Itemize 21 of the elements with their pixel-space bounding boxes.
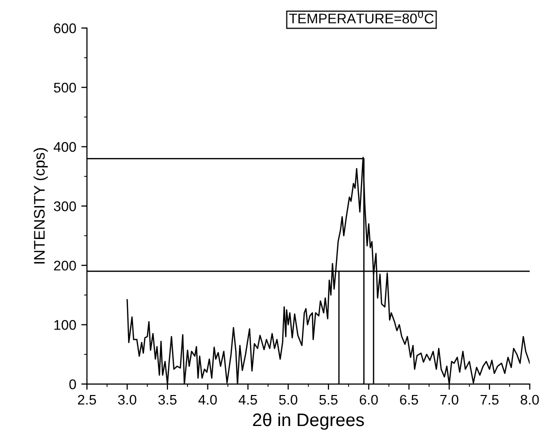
y-tick-label: 200 xyxy=(54,260,76,271)
y-axis-title: INTENSITY (cps) xyxy=(34,148,48,264)
x-tick-label: 3.5 xyxy=(158,394,177,405)
y-tick-label: 400 xyxy=(54,142,76,152)
x-tick-label: 6.5 xyxy=(400,394,418,405)
x-tick-label: 3.0 xyxy=(118,394,136,405)
x-tick-label: 4.5 xyxy=(238,394,258,405)
x-tick-label: 5.5 xyxy=(319,394,338,405)
x-tick-label: 7.0 xyxy=(440,394,458,405)
x-axis-title: 2θ in Degrees xyxy=(253,412,364,430)
y-tick-label: 500 xyxy=(54,82,76,93)
x-tick-label: 2.5 xyxy=(78,394,96,405)
x-tick-label: 6.0 xyxy=(360,394,378,405)
x-tick-label: 4.0 xyxy=(198,394,217,405)
x-tick-label: 7.5 xyxy=(480,394,499,405)
y-tick-label: 600 xyxy=(54,23,76,34)
y-tick-label: 0 xyxy=(69,379,76,390)
x-tick-label: 8.0 xyxy=(520,394,539,405)
x-tick-label: 5.0 xyxy=(279,394,298,405)
y-tick-label: 100 xyxy=(54,320,76,330)
y-tick-label: 300 xyxy=(54,201,76,212)
